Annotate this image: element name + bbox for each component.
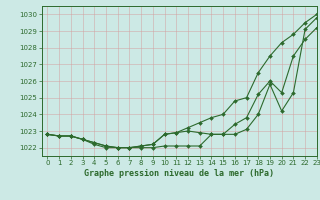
X-axis label: Graphe pression niveau de la mer (hPa): Graphe pression niveau de la mer (hPa) <box>84 169 274 178</box>
